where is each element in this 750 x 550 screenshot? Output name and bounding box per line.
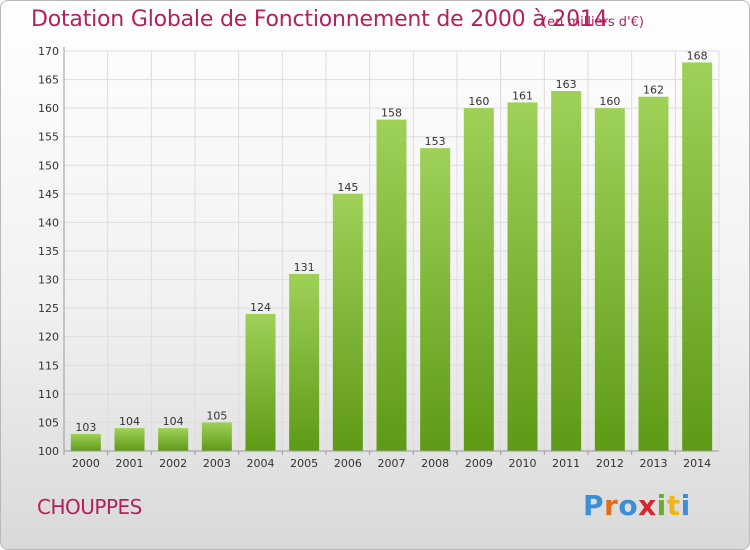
x-tick-label: 2010	[509, 457, 537, 470]
x-tick-label: 2001	[116, 457, 144, 470]
bar-value-label: 153	[425, 135, 446, 148]
y-tick-label: 105	[38, 416, 59, 429]
bar-value-label: 168	[687, 49, 708, 62]
x-tick-label: 2003	[203, 457, 231, 470]
y-tick-label: 125	[38, 302, 59, 315]
x-tick-label: 2009	[465, 457, 493, 470]
bar-value-label: 161	[512, 89, 533, 102]
y-tick-label: 170	[38, 45, 59, 58]
y-tick-label: 160	[38, 102, 59, 115]
y-tick-label: 120	[38, 331, 59, 344]
x-tick-label: 2000	[72, 457, 100, 470]
bar	[245, 313, 276, 451]
y-tick-label: 100	[38, 445, 59, 458]
axes: 1001051101151201251301351401451501551601…	[38, 45, 719, 470]
y-tick-label: 110	[38, 388, 59, 401]
x-tick-label: 2013	[640, 457, 668, 470]
x-tick-label: 2008	[421, 457, 449, 470]
bar	[289, 273, 320, 451]
bar	[201, 422, 232, 451]
proxiti-logo[interactable]: Proxiti	[583, 489, 691, 522]
y-tick-label: 155	[38, 131, 59, 144]
y-tick-label: 150	[38, 159, 59, 172]
bar	[551, 91, 582, 451]
bar-value-label: 160	[599, 95, 620, 108]
commune-name: CHOUPPES	[37, 495, 142, 519]
bar-value-label: 162	[643, 84, 664, 97]
x-tick-label: 2006	[334, 457, 362, 470]
bar	[682, 62, 713, 452]
bar-value-label: 163	[556, 78, 577, 91]
bar	[507, 102, 538, 451]
y-tick-label: 165	[38, 74, 59, 87]
y-tick-label: 140	[38, 216, 59, 229]
x-tick-label: 2002	[159, 457, 187, 470]
bar-value-label: 145	[337, 181, 358, 194]
y-tick-label: 145	[38, 188, 59, 201]
y-tick-label: 135	[38, 245, 59, 258]
bar-value-label: 131	[294, 261, 315, 274]
y-tick-label: 130	[38, 274, 59, 287]
bar	[332, 193, 363, 451]
chart-unit: (en milliers d'€)	[542, 15, 644, 30]
x-tick-label: 2007	[378, 457, 406, 470]
x-tick-label: 2004	[247, 457, 275, 470]
y-tick-label: 115	[38, 359, 59, 372]
bar-value-label: 158	[381, 107, 402, 120]
bar	[463, 108, 494, 452]
bar	[376, 119, 407, 452]
x-tick-label: 2014	[683, 457, 711, 470]
bar	[420, 148, 451, 451]
bar	[70, 433, 101, 451]
x-tick-label: 2011	[552, 457, 580, 470]
bar-value-label: 104	[163, 415, 184, 428]
chart-title: Dotation Globale de Fonctionnement de 20…	[31, 7, 608, 32]
bar-value-label: 105	[206, 409, 227, 422]
bar	[638, 96, 669, 451]
bar	[158, 428, 189, 451]
bar-value-label: 124	[250, 301, 271, 314]
x-tick-label: 2005	[290, 457, 318, 470]
bar-value-label: 103	[75, 421, 96, 434]
bar-value-label: 160	[468, 95, 489, 108]
bar-value-label: 104	[119, 415, 140, 428]
bar	[594, 108, 625, 452]
x-tick-label: 2012	[596, 457, 624, 470]
bars: 103 104 104 105 124 131 145 158 153 160 161 163 160 1…	[70, 49, 713, 452]
bar	[114, 428, 145, 451]
